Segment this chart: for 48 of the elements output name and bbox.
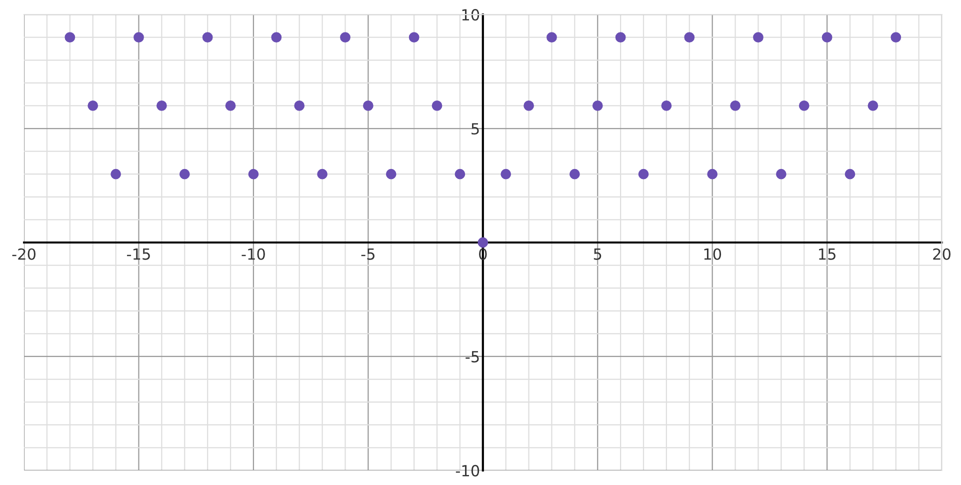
point <box>294 100 305 111</box>
point <box>890 32 902 43</box>
point <box>730 100 740 111</box>
point <box>362 100 374 111</box>
point <box>592 100 603 111</box>
point <box>524 100 534 111</box>
point <box>684 32 695 43</box>
x-tick-label: 10 <box>704 248 722 260</box>
y-tick-label: 5 <box>472 123 479 135</box>
point <box>225 100 236 111</box>
y-tick-label: -10 <box>456 464 480 476</box>
point <box>134 32 144 43</box>
point <box>271 32 282 43</box>
point <box>844 168 856 180</box>
point <box>868 100 878 111</box>
point <box>707 168 718 180</box>
x-tick-label: -15 <box>127 248 150 260</box>
point <box>340 32 350 43</box>
x-tick-label: -5 <box>361 248 374 260</box>
point <box>615 32 626 43</box>
y-tick-label: -5 <box>466 351 479 362</box>
point <box>454 168 466 180</box>
point <box>546 32 557 43</box>
x-tick-label: -10 <box>242 248 265 260</box>
point <box>776 168 786 180</box>
point <box>408 32 420 43</box>
point <box>569 168 580 180</box>
point <box>638 168 649 180</box>
point <box>432 100 442 111</box>
point <box>179 168 190 180</box>
point <box>110 168 121 180</box>
point <box>500 168 512 180</box>
point <box>317 168 328 180</box>
x-tick-label: 5 <box>594 248 602 260</box>
x-tick-label: -20 <box>12 248 36 260</box>
point <box>386 168 396 180</box>
x-tick-label: 15 <box>819 248 836 260</box>
point <box>478 237 488 248</box>
point <box>661 100 672 111</box>
point <box>248 168 259 180</box>
point <box>64 32 76 43</box>
point <box>88 100 98 111</box>
x-tick-label: 20 <box>933 248 950 260</box>
point <box>753 32 764 43</box>
point <box>798 100 810 111</box>
point <box>202 32 213 43</box>
point <box>822 32 832 43</box>
point <box>156 100 167 111</box>
